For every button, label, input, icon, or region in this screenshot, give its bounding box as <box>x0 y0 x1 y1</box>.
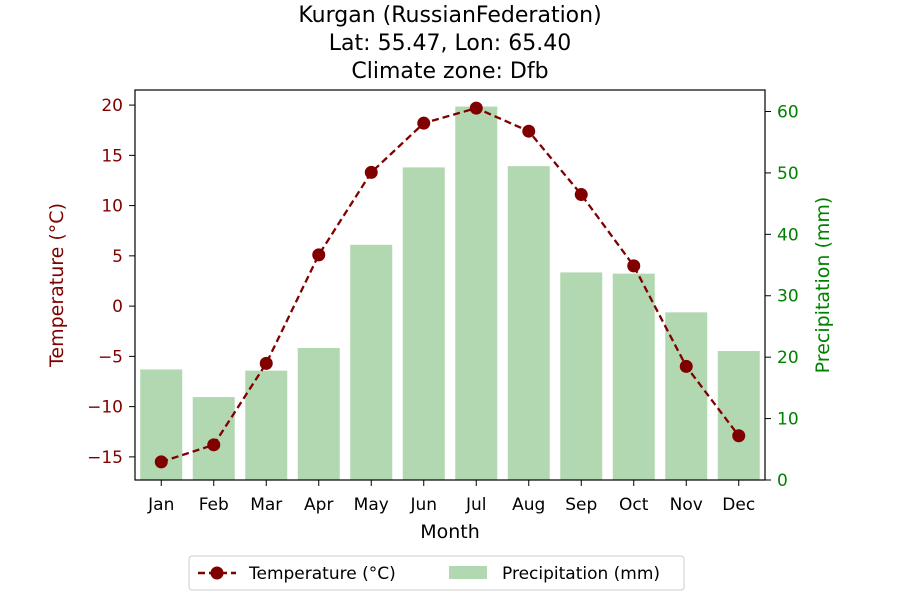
temperature-tick-label: 10 <box>101 197 123 217</box>
chart-title-line-2: Lat: 55.47, Lon: 65.40 <box>329 31 571 56</box>
legend-temperature-swatch-marker <box>210 566 224 580</box>
plot-frame <box>134 89 766 481</box>
temperature-point-apr <box>312 248 326 262</box>
legend-precipitation-swatch <box>449 566 487 579</box>
temperature-tick-label: −15 <box>87 448 123 468</box>
legend-box <box>188 555 685 591</box>
temperature-point-jun <box>417 116 431 130</box>
temperature-point-oct <box>627 259 641 273</box>
temperature-tick-label: −5 <box>98 347 123 367</box>
month-tick-label: Oct <box>619 495 649 515</box>
temperature-point-may <box>364 165 378 179</box>
chart-title: Kurgan (RussianFederation) Lat: 55.47, L… <box>298 3 601 84</box>
month-tick-label: Nov <box>670 495 703 515</box>
month-axis: Jan Feb Mar Apr May Jun Jul Aug Sep Oct Nov Dec <box>147 480 755 515</box>
temperature-point-sep <box>574 188 588 202</box>
month-tick-label: Jan <box>147 495 174 515</box>
month-tick-label: May <box>354 495 389 515</box>
precip-bar-sep <box>560 272 603 480</box>
temperature-tick-label: 5 <box>112 247 123 267</box>
precipitation-tick-label: 50 <box>777 164 799 184</box>
month-tick-label: Mar <box>250 495 282 515</box>
month-tick-label: Feb <box>199 495 229 515</box>
temperature-point-nov <box>679 359 693 373</box>
right-axis-label: Precipitation (mm) <box>812 197 834 374</box>
precipitation-tick-label: 0 <box>777 471 788 491</box>
month-tick-label: Sep <box>565 495 597 515</box>
legend-temperature-label: Temperature (°C) <box>248 564 396 584</box>
precipitation-tick-label: 20 <box>777 348 799 368</box>
precip-bar-may <box>350 244 393 480</box>
temperature-tick-label: −10 <box>87 398 123 418</box>
precipitation-tick-label: 60 <box>777 102 799 122</box>
temperature-tick-label: 20 <box>101 96 123 116</box>
precip-bar-mar <box>245 370 288 480</box>
left-axis-label: Temperature (°C) <box>46 203 68 368</box>
precipitation-axis: 0 10 20 30 40 50 60 <box>765 102 799 491</box>
temperature-point-jul <box>469 101 483 115</box>
chart-title-line-3: Climate zone: Dfb <box>351 59 548 84</box>
precipitation-tick-label: 10 <box>777 410 799 430</box>
month-tick-label: Jul <box>465 495 487 515</box>
temperature-point-feb <box>207 438 221 452</box>
temperature-line <box>160 106 740 464</box>
precip-bar-oct <box>612 273 655 480</box>
month-tick-label: Dec <box>722 495 755 515</box>
temperature-tick-label: 15 <box>101 146 123 166</box>
legend-precipitation-label: Precipitation (mm) <box>502 564 660 584</box>
temperature-point-mar <box>259 356 273 370</box>
temperature-tick-label: 0 <box>112 297 123 317</box>
precip-bar-jul <box>455 106 498 481</box>
legend: Temperature (°C) Precipitation (mm) <box>188 555 685 591</box>
month-tick-label: Aug <box>512 495 545 515</box>
precipitation-tick-label: 40 <box>777 225 799 245</box>
precip-bar-jun <box>402 167 445 480</box>
temperature-point-aug <box>522 124 536 138</box>
x-axis-label: Month <box>420 521 480 543</box>
temperature-series <box>154 101 746 469</box>
temperature-point-dec <box>732 429 746 443</box>
precipitation-tick-label: 30 <box>777 287 799 307</box>
precip-bar-apr <box>297 347 340 480</box>
precip-bar-aug <box>507 166 550 481</box>
precip-bar-dec <box>717 351 760 480</box>
temperature-point-jan <box>154 455 168 469</box>
precipitation-bars <box>140 106 760 481</box>
chart-title-line-1: Kurgan (RussianFederation) <box>298 3 601 28</box>
temperature-axis: 20 15 10 5 0 −5 −10 −15 <box>87 96 135 468</box>
month-tick-label: Apr <box>304 495 333 515</box>
month-tick-label: Jun <box>409 495 437 515</box>
